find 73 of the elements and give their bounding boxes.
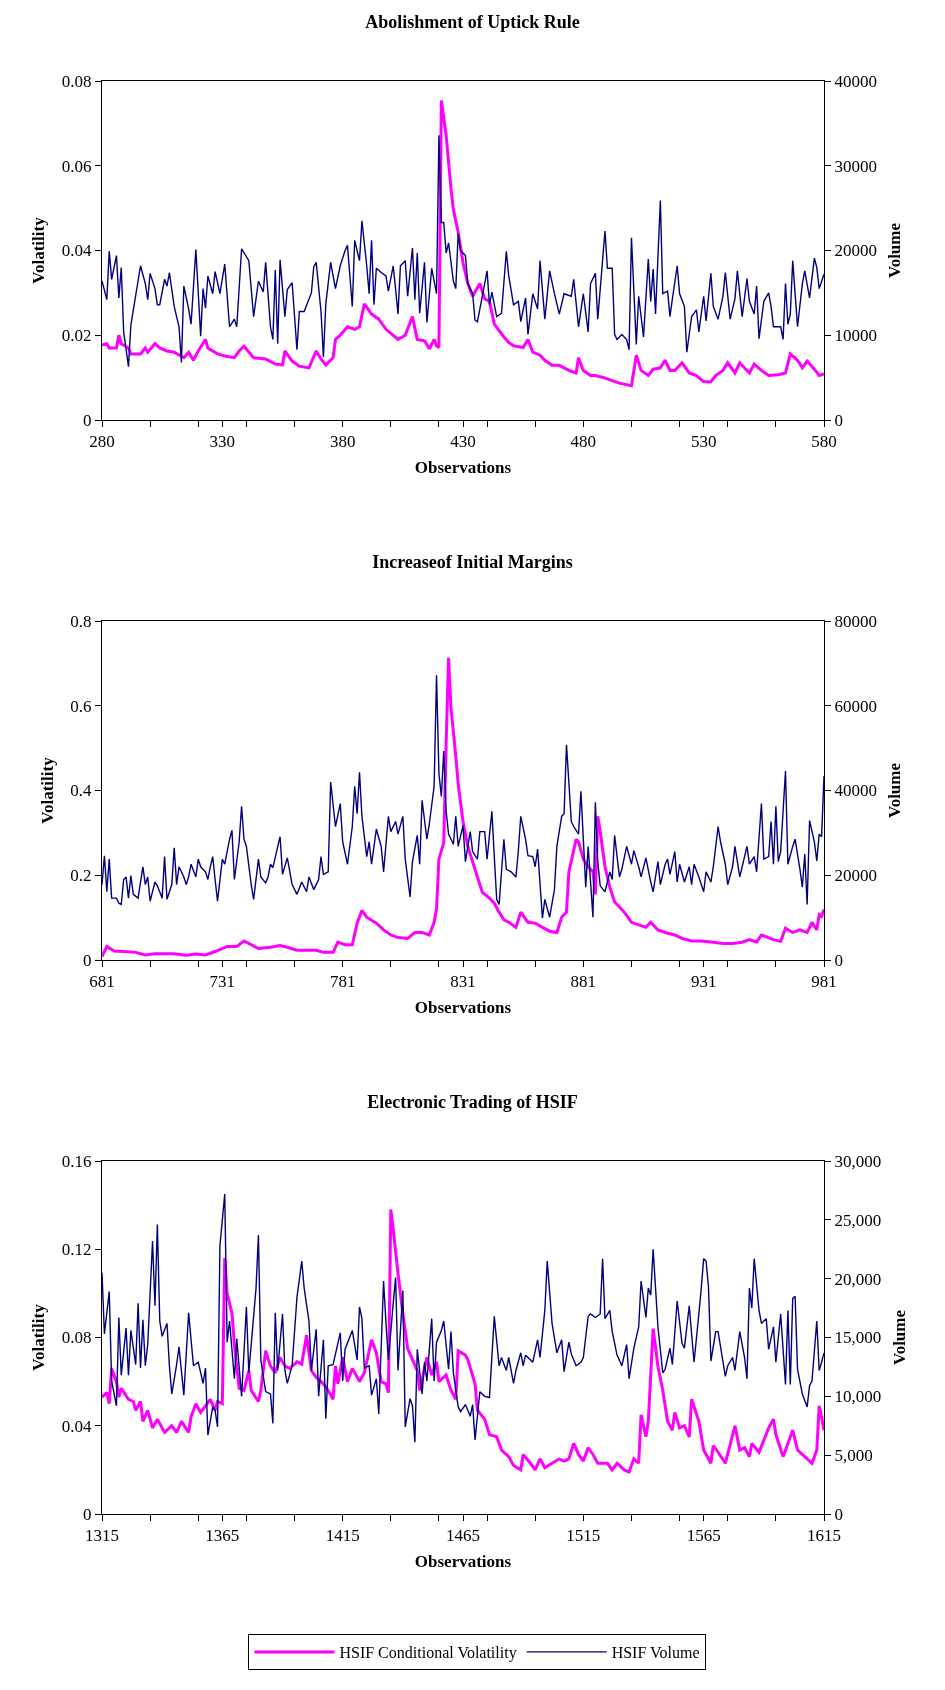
line-series (102, 98, 824, 388)
y-tick-label: 0 (83, 950, 92, 970)
y2-tick-label: 15,000 (834, 1328, 882, 1348)
x-tick-label: 330 (209, 432, 236, 452)
y2-tick-label: 25,000 (834, 1210, 882, 1230)
y2-tick-label: 20000 (834, 241, 877, 261)
line-series (102, 674, 824, 919)
chart-title: Electronic Trading of HSIF (367, 1092, 578, 1113)
y2-tick-label: 40000 (834, 781, 877, 801)
line-series (102, 1193, 824, 1443)
y2-tick-label: 30,000 (834, 1151, 882, 1171)
x-tick-label: 881 (570, 972, 597, 992)
y2-tick-label: 80000 (834, 611, 877, 631)
y2-axis-title: Volume (885, 762, 905, 819)
y2-axis-title: Volume (889, 1309, 909, 1366)
y-tick-label: 0 (83, 1504, 92, 1524)
y-axis-title: Volatility (29, 216, 49, 284)
y2-tick-label: 20,000 (834, 1269, 882, 1289)
x-tick-label: 931 (690, 972, 717, 992)
x-tick-label: 1615 (807, 1526, 841, 1546)
y2-tick-label: 0 (834, 410, 843, 430)
y-tick-label: 0.6 (70, 696, 92, 716)
y2-tick-label: 0 (834, 1504, 843, 1524)
x-tick-label: 480 (570, 432, 597, 452)
x-axis-title: Observations (414, 997, 512, 1017)
chart-title: Increaseof Initial Margins (372, 552, 573, 573)
line-series (102, 656, 824, 959)
y2-tick-label: 10000 (834, 326, 877, 346)
y-tick-label: 0.04 (61, 1416, 93, 1436)
x-tick-label: 681 (89, 972, 115, 992)
x-axis-title: Observations (414, 457, 512, 477)
x-tick-label: 430 (450, 432, 476, 452)
x-tick-label: 1465 (446, 1526, 480, 1546)
x-tick-label: 1515 (566, 1526, 601, 1546)
y-axis-title: Volatility (37, 756, 57, 824)
y2-tick-label: 40000 (834, 71, 877, 91)
y-tick-label: 0.16 (61, 1151, 92, 1171)
legend-label: HSIF Conditional Volatility (339, 1644, 517, 1663)
line-series (102, 134, 824, 368)
y2-tick-label: 20000 (834, 866, 877, 886)
x-tick-label: 580 (811, 432, 837, 452)
y-tick-label: 0.02 (61, 326, 92, 346)
x-tick-label: 781 (329, 972, 356, 992)
y2-tick-label: 60000 (834, 696, 877, 716)
y2-tick-label: 30000 (834, 156, 877, 176)
y2-tick-label: 10,000 (834, 1387, 882, 1407)
y2-tick-label: 5,000 (834, 1446, 873, 1466)
x-tick-label: 1315 (85, 1526, 119, 1546)
y-tick-label: 0.04 (61, 241, 93, 261)
y-tick-label: 0.12 (61, 1240, 92, 1260)
y-tick-label: 0.8 (70, 611, 92, 631)
y-tick-label: 0.08 (61, 71, 92, 91)
x-tick-label: 831 (450, 972, 476, 992)
y-tick-label: 0.2 (70, 866, 92, 886)
y2-tick-label: 0 (834, 950, 843, 970)
x-tick-label: 280 (89, 432, 115, 452)
y-tick-label: 0.06 (61, 156, 92, 176)
line-series (102, 1208, 824, 1474)
y-axis-title: Volatility (29, 1303, 49, 1371)
x-axis-title: Observations (414, 1551, 512, 1571)
x-tick-label: 530 (690, 432, 717, 452)
x-tick-label: 731 (209, 972, 236, 992)
legend-label: HSIF Volume (611, 1644, 700, 1662)
x-tick-label: 1415 (325, 1526, 360, 1546)
y2-axis-title: Volume (885, 222, 905, 279)
chart-title: Abolishment of Uptick Rule (365, 12, 580, 33)
x-tick-label: 380 (329, 432, 356, 452)
y-tick-label: 0.08 (61, 1328, 92, 1348)
x-tick-label: 1365 (205, 1526, 240, 1546)
x-tick-label: 981 (811, 972, 837, 992)
y-tick-label: 0.4 (70, 781, 93, 801)
y-tick-label: 0 (83, 410, 92, 430)
x-tick-label: 1565 (686, 1526, 721, 1546)
